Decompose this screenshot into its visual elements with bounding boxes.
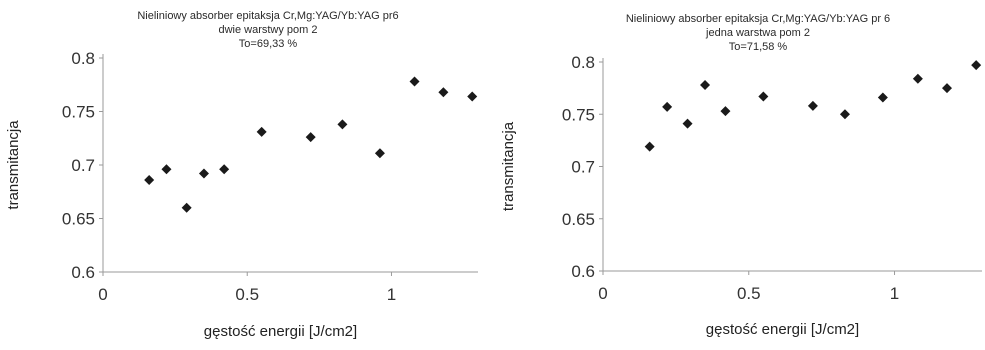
data-point-marker xyxy=(942,83,953,94)
data-point-marker xyxy=(644,141,655,152)
data-point-marker xyxy=(305,132,316,143)
x-tick-label: 1 xyxy=(890,284,899,303)
data-point-marker xyxy=(839,109,850,120)
y-tick-label: 0.65 xyxy=(562,210,595,229)
y-axis-title: transmitancja xyxy=(5,120,22,210)
y-tick-label: 0.7 xyxy=(71,156,95,175)
data-point-marker xyxy=(467,91,478,102)
data-point-marker xyxy=(682,118,693,129)
chart-title-line: To=69,33 % xyxy=(239,38,298,50)
x-tick-label: 0.5 xyxy=(235,285,259,304)
data-point-marker xyxy=(720,106,731,117)
x-tick-label: 0.5 xyxy=(737,284,761,303)
x-tick-label: 1 xyxy=(387,285,396,304)
x-axis-title: gęstość energii [J/cm2] xyxy=(706,321,859,338)
data-point-marker xyxy=(219,164,230,175)
data-point-marker xyxy=(181,202,192,213)
y-tick-label: 0.8 xyxy=(71,49,95,68)
y-tick-label: 0.8 xyxy=(571,53,595,72)
y-axis-title: transmitancja xyxy=(500,121,517,211)
x-tick-label: 0 xyxy=(98,285,107,304)
data-point-marker xyxy=(877,92,888,103)
chart-left: Nieliniowy absorber epitaksja Cr,Mg:YAG/… xyxy=(0,0,490,350)
data-point-marker xyxy=(700,79,711,90)
data-point-marker xyxy=(662,101,673,112)
chart-right: Nieliniowy absorber epitaksja Cr,Mg:YAG/… xyxy=(490,0,985,350)
data-point-marker xyxy=(256,126,267,137)
data-point-marker xyxy=(374,148,385,159)
chart-title-line: Nieliniowy absorber epitaksja Cr,Mg:YAG/… xyxy=(626,13,890,25)
data-point-marker xyxy=(438,87,449,98)
chart-title-line: Nieliniowy absorber epitaksja Cr,Mg:YAG/… xyxy=(137,10,398,22)
data-point-marker xyxy=(409,76,420,87)
data-point-marker xyxy=(807,100,818,111)
scatter-chart-single-layer: Nieliniowy absorber epitaksja Cr,Mg:YAG/… xyxy=(500,13,982,338)
data-point-marker xyxy=(144,174,155,185)
data-point-marker xyxy=(971,60,982,71)
scatter-chart-double-layer: Nieliniowy absorber epitaksja Cr,Mg:YAG/… xyxy=(5,10,478,340)
data-point-marker xyxy=(198,168,209,179)
y-tick-label: 0.75 xyxy=(562,105,595,124)
data-point-marker xyxy=(337,119,348,130)
chart-title-line: dwie warstwy pom 2 xyxy=(218,24,317,36)
chart-title-line: To=71,58 % xyxy=(729,41,788,53)
data-point-marker xyxy=(912,73,923,84)
y-tick-label: 0.65 xyxy=(62,210,95,229)
x-tick-label: 0 xyxy=(598,284,607,303)
data-point-marker xyxy=(161,164,172,175)
data-point-marker xyxy=(758,91,769,102)
y-tick-label: 0.6 xyxy=(571,262,595,281)
chart-title-line: jedna warstwa pom 2 xyxy=(705,27,810,39)
y-tick-label: 0.7 xyxy=(571,158,595,177)
y-tick-label: 0.6 xyxy=(71,263,95,282)
x-axis-title: gęstość energii [J/cm2] xyxy=(204,323,357,340)
y-tick-label: 0.75 xyxy=(62,103,95,122)
